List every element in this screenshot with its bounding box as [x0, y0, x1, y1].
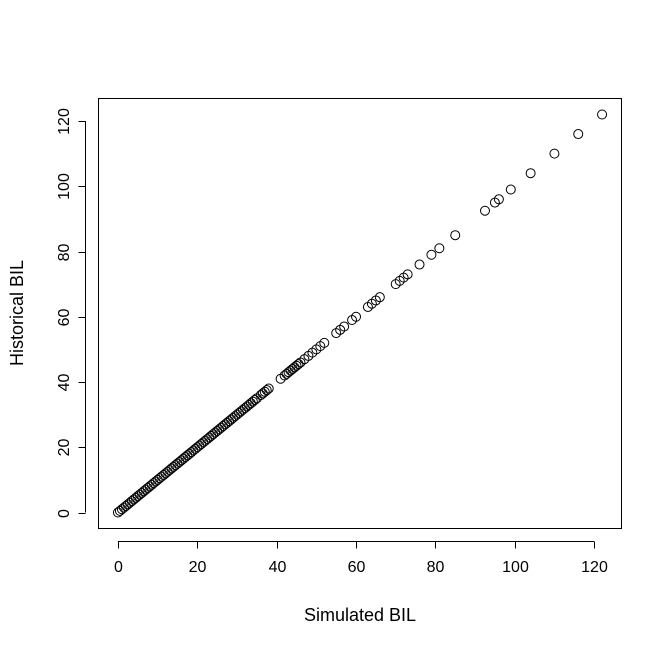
x-tick-label: 100: [502, 559, 529, 576]
plot-frame: [98, 98, 622, 529]
data-point: [351, 311, 362, 322]
data-point: [434, 243, 445, 254]
data-point: [493, 194, 504, 205]
data-point: [549, 148, 560, 159]
data-point: [450, 230, 461, 241]
data-point: [525, 168, 536, 179]
y-tick-label: 0: [56, 509, 73, 518]
data-point: [331, 328, 342, 339]
y-axis: 0 20 40 60 80 100 120: [56, 108, 86, 518]
y-tick-label: 20: [56, 439, 73, 457]
data-point: [261, 385, 272, 396]
data-point: [293, 359, 304, 370]
data-point: [394, 275, 405, 286]
data-point: [319, 337, 330, 348]
y-tick-label: 100: [56, 173, 73, 200]
y-tick-label: 40: [56, 374, 73, 392]
data-point: [295, 357, 306, 368]
data-point: [370, 295, 381, 306]
data-point: [390, 279, 401, 290]
data-point: [362, 301, 373, 312]
x-tick-label: 40: [269, 559, 287, 576]
data-point: [414, 259, 425, 270]
data-point: [251, 393, 262, 404]
data-point: [398, 272, 409, 283]
x-tick-label: 20: [189, 559, 207, 576]
x-axis-title: Simulated BIL: [304, 605, 416, 625]
y-tick-label: 120: [56, 108, 73, 135]
data-point: [335, 324, 346, 335]
data-point: [307, 347, 318, 358]
data-point: [402, 269, 413, 280]
y-tick-label: 80: [56, 244, 73, 262]
data-point: [315, 341, 326, 352]
data-points: [112, 109, 608, 518]
data-point: [263, 383, 274, 394]
data-point: [479, 205, 490, 216]
data-point: [311, 344, 322, 355]
x-axis: 0 20 40 60 80 100 120: [114, 541, 608, 576]
data-point: [426, 249, 437, 260]
x-tick-label: 60: [348, 559, 366, 576]
data-point: [597, 109, 608, 120]
data-point: [249, 394, 260, 405]
x-tick-label: 0: [114, 559, 123, 576]
data-point: [275, 373, 286, 384]
y-tick-label: 60: [56, 309, 73, 327]
data-point: [374, 292, 385, 303]
data-point: [299, 354, 310, 365]
data-point: [347, 315, 358, 326]
y-axis-title: Historical BIL: [7, 260, 27, 366]
data-point: [573, 129, 584, 140]
data-point: [339, 321, 350, 332]
x-tick-label: 80: [427, 559, 445, 576]
data-point: [505, 184, 516, 195]
x-tick-label: 120: [581, 559, 608, 576]
data-point: [489, 197, 500, 208]
data-point: [366, 298, 377, 309]
data-point: [303, 350, 314, 361]
